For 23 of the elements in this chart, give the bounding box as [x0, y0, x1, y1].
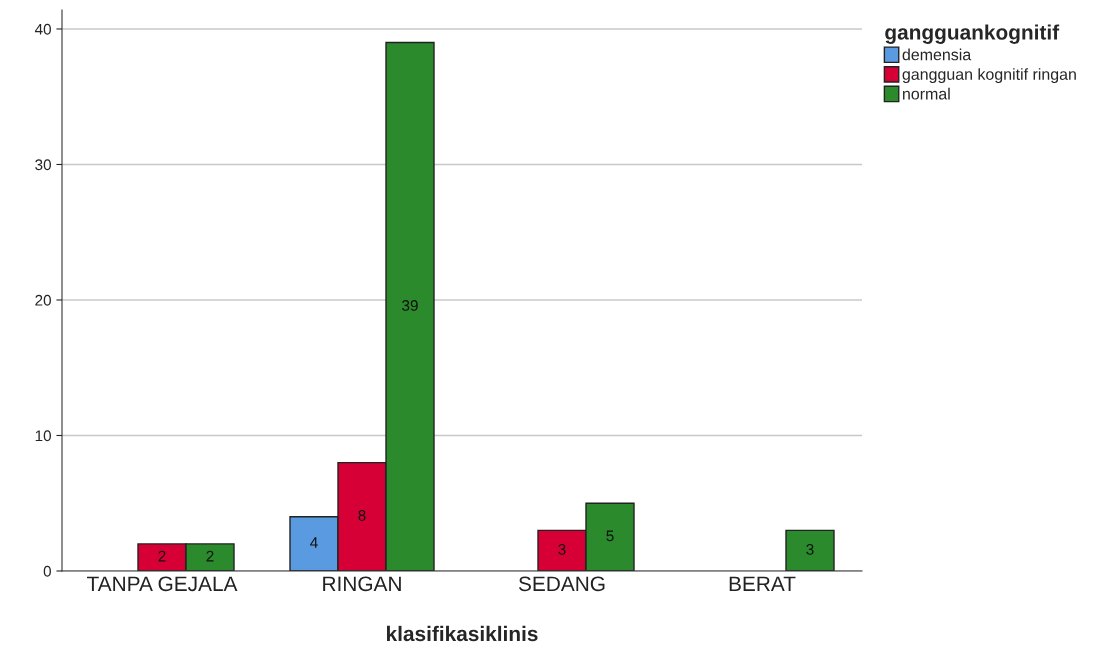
- y-tick-label: 20: [35, 294, 51, 306]
- y-tick-label: 30: [35, 159, 51, 171]
- legend-label: normal: [903, 87, 950, 100]
- data-label: 39: [402, 300, 418, 311]
- y-tick-label: 10: [35, 430, 51, 442]
- legend-title: gangguankognitif: [885, 24, 1060, 44]
- x-tick-label: RINGAN: [323, 576, 401, 592]
- y-tick-label: 0: [43, 565, 51, 577]
- y-tick-label: 40: [34, 23, 51, 35]
- x-tick-label: TANPA GEJALA: [87, 576, 238, 592]
- data-label: 2: [158, 550, 166, 562]
- legend-label: demensia: [902, 48, 972, 61]
- x-tick-label: BERAT: [729, 576, 796, 591]
- bar: [785, 529, 835, 571]
- data-label: 5: [606, 530, 614, 542]
- data-label: 3: [558, 543, 566, 555]
- data-label: 3: [806, 543, 814, 555]
- data-label: 8: [358, 510, 366, 521]
- data-label: 4: [310, 537, 318, 548]
- x-tick-label: SEDANG: [518, 576, 605, 592]
- legend-label: gangguan kognitif ringan: [902, 68, 1076, 84]
- data-label: 2: [206, 550, 214, 562]
- x-axis-title: klasifikasiklinis: [387, 625, 538, 642]
